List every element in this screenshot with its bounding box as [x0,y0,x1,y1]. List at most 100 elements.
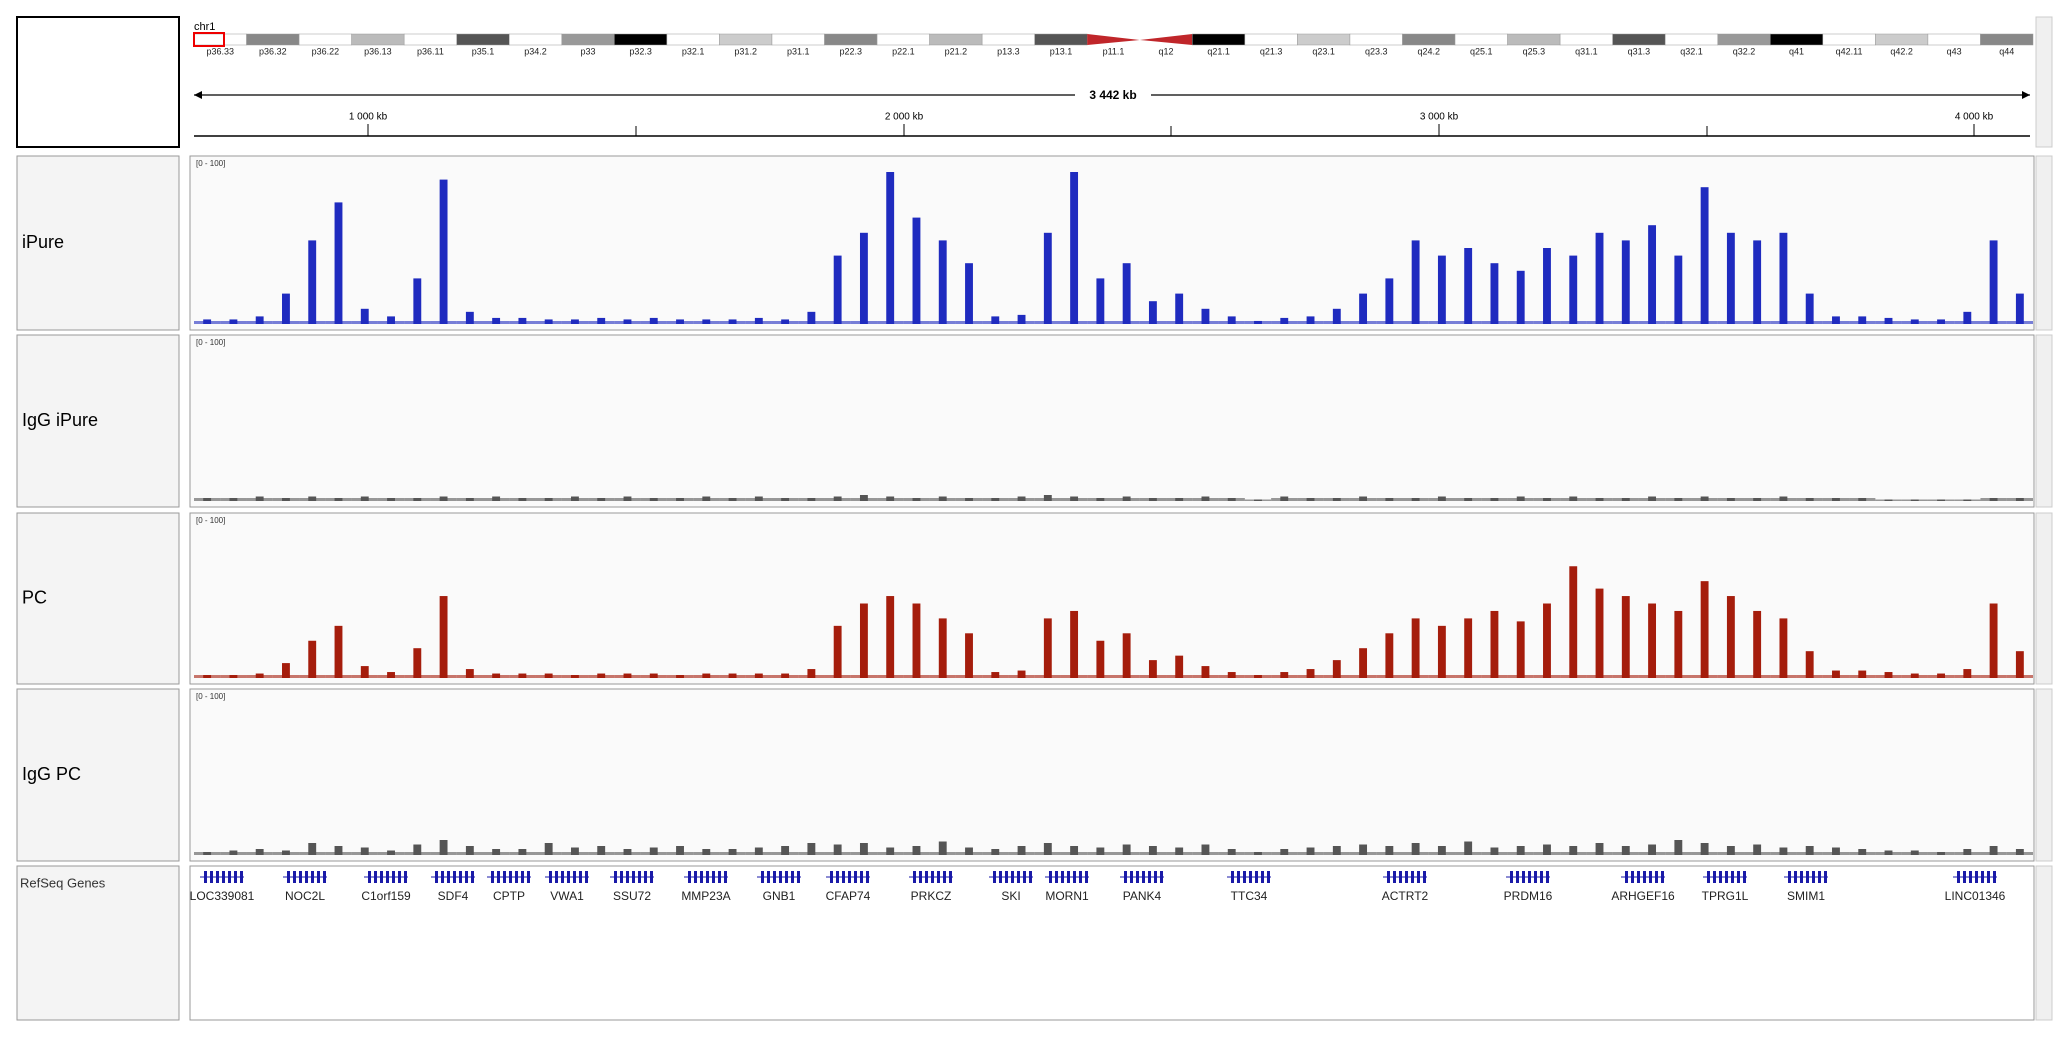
coverage-bar [912,846,921,855]
coverage-base [1455,852,1482,855]
coverage-base [929,675,956,678]
coverage-bar [597,846,606,855]
ideogram-band [824,33,878,46]
coverage-bar [1122,633,1131,678]
coverage-base [640,675,667,678]
gene-exon [404,871,407,883]
gene-exon [299,871,302,883]
ideogram-band [1822,33,1876,46]
coverage-bar [1017,846,1026,855]
coverage-base [1586,498,1613,501]
gene-exon [441,871,444,883]
coverage-base [1822,675,1850,678]
gene-exon [392,871,395,883]
gene-exon [626,871,629,883]
gene-exon [1528,871,1531,883]
coverage-bar [676,846,684,855]
gene-exon [1231,871,1234,883]
coverage-bar [1989,240,1998,324]
gene-label: NOC2L [285,889,325,903]
coverage-base [404,675,431,678]
gene-exon [712,871,715,883]
gene-exon [579,871,582,883]
coverage-bar [1700,187,1709,324]
coverage-base [1455,675,1482,678]
gene-label: SKI [1001,889,1020,903]
coverage-base [719,498,746,501]
coverage-base [1586,321,1613,324]
ideogram-band [1244,33,1298,46]
coverage-bar [1280,317,1289,324]
coverage-bar [334,202,343,324]
gene-exon [1818,871,1821,883]
coverage-base [377,321,405,324]
coverage-base [1402,675,1429,678]
gene-exon [204,871,207,883]
scrollbar [2035,334,2053,508]
coverage-base [1166,321,1193,324]
ideogram-band [929,33,983,46]
coverage-base [614,675,641,678]
band-label: p32.1 [682,46,705,56]
ideogram-band [1192,33,1246,46]
gene-exon [854,871,857,883]
gene-exon [718,871,721,883]
coverage-base [1428,852,1456,855]
gene-exon [1387,871,1390,883]
coverage-base [1796,321,1823,324]
coverage-base [1087,852,1114,855]
ideogram-band [298,33,352,46]
coverage-base [982,852,1009,855]
coverage-base [798,498,825,501]
coverage-base [194,498,221,501]
coverage-base [850,675,878,678]
gene-exon [638,871,641,883]
band-label: q41 [1789,46,1804,56]
band-label: p34.2 [524,46,547,56]
ideogram-band [509,33,563,46]
gene-exon [1969,871,1972,883]
coverage-base [1271,321,1298,324]
ideogram-band [561,33,615,46]
gene-exon [1516,871,1519,883]
gene-exon [210,871,213,883]
band-label: q24.2 [1417,46,1440,56]
gene-exon [785,871,788,883]
coverage-base [1060,321,1088,324]
coverage-bar [1043,843,1052,855]
coverage-base [1770,498,1797,501]
coverage-bar [886,172,895,324]
coverage-base [1717,498,1745,501]
ideogram-band [1875,33,1929,46]
coverage-bar [1437,625,1446,678]
coverage-base [1166,852,1193,855]
coverage-bar [1832,847,1840,855]
coverage-bar [1306,669,1315,678]
coverage-base [2006,675,2033,678]
coverage-bar [1569,566,1578,678]
coverage-base [1323,498,1350,501]
ideogram-band [1402,33,1456,46]
coverage-bar [387,316,395,324]
coverage-bar [1490,263,1499,324]
gene-exon [216,871,219,883]
gene-exon [1267,871,1270,883]
coverage-bar [1805,846,1814,855]
coverage-base [1271,675,1298,678]
coverage-base [1192,321,1219,324]
gene-exon [1423,871,1426,883]
coverage-bar [413,844,422,855]
coverage-base [955,321,983,324]
coverage-base [719,321,746,324]
coverage-base [1008,675,1035,678]
coverage-bar [1201,308,1210,324]
band-label: q23.3 [1365,46,1388,56]
coverage-base [1901,321,1928,324]
gene-label: GNB1 [763,889,796,903]
ideogram-band [246,33,300,46]
coverage-base [1060,675,1088,678]
coverage-bar [965,633,973,678]
coverage-base [877,852,904,855]
coverage-base [2006,498,2033,501]
gene-exon [549,871,552,883]
